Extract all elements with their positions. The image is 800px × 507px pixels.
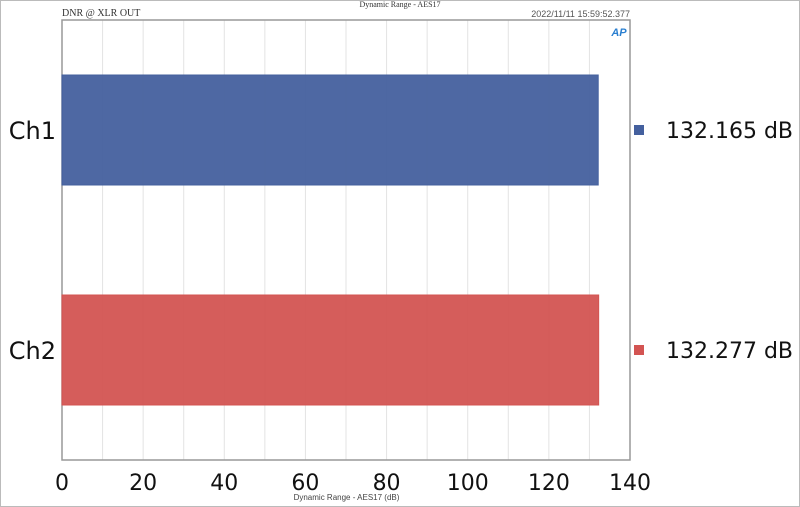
- chart-title: Dynamic Range - AES17: [359, 0, 441, 9]
- x-tick-label: 120: [528, 471, 570, 496]
- legend-marker: [634, 345, 644, 355]
- bar-ch1: [61, 74, 599, 186]
- x-tick-label: 20: [129, 471, 157, 496]
- value-label: 132.277 dB: [666, 339, 793, 364]
- x-tick-label: 40: [210, 471, 238, 496]
- value-label: 132.165 dB: [666, 119, 793, 144]
- x-axis-label: Dynamic Range - AES17 (dB): [293, 493, 400, 502]
- chart-subtitle: DNR @ XLR OUT: [62, 8, 141, 19]
- category-label: Ch2: [9, 337, 56, 365]
- x-tick-label: 140: [609, 471, 651, 496]
- legend-marker: [634, 125, 644, 135]
- plot-area: [61, 19, 631, 461]
- bar-ch2: [61, 294, 600, 406]
- x-tick-label: 80: [373, 471, 401, 496]
- ap-logo: AP: [610, 27, 627, 39]
- x-tick-label: 60: [291, 471, 319, 496]
- category-label: Ch1: [9, 117, 56, 145]
- timestamp: 2022/11/11 15:59:52.377: [531, 9, 630, 19]
- x-tick-label: 0: [55, 471, 69, 496]
- x-tick-label: 100: [447, 471, 489, 496]
